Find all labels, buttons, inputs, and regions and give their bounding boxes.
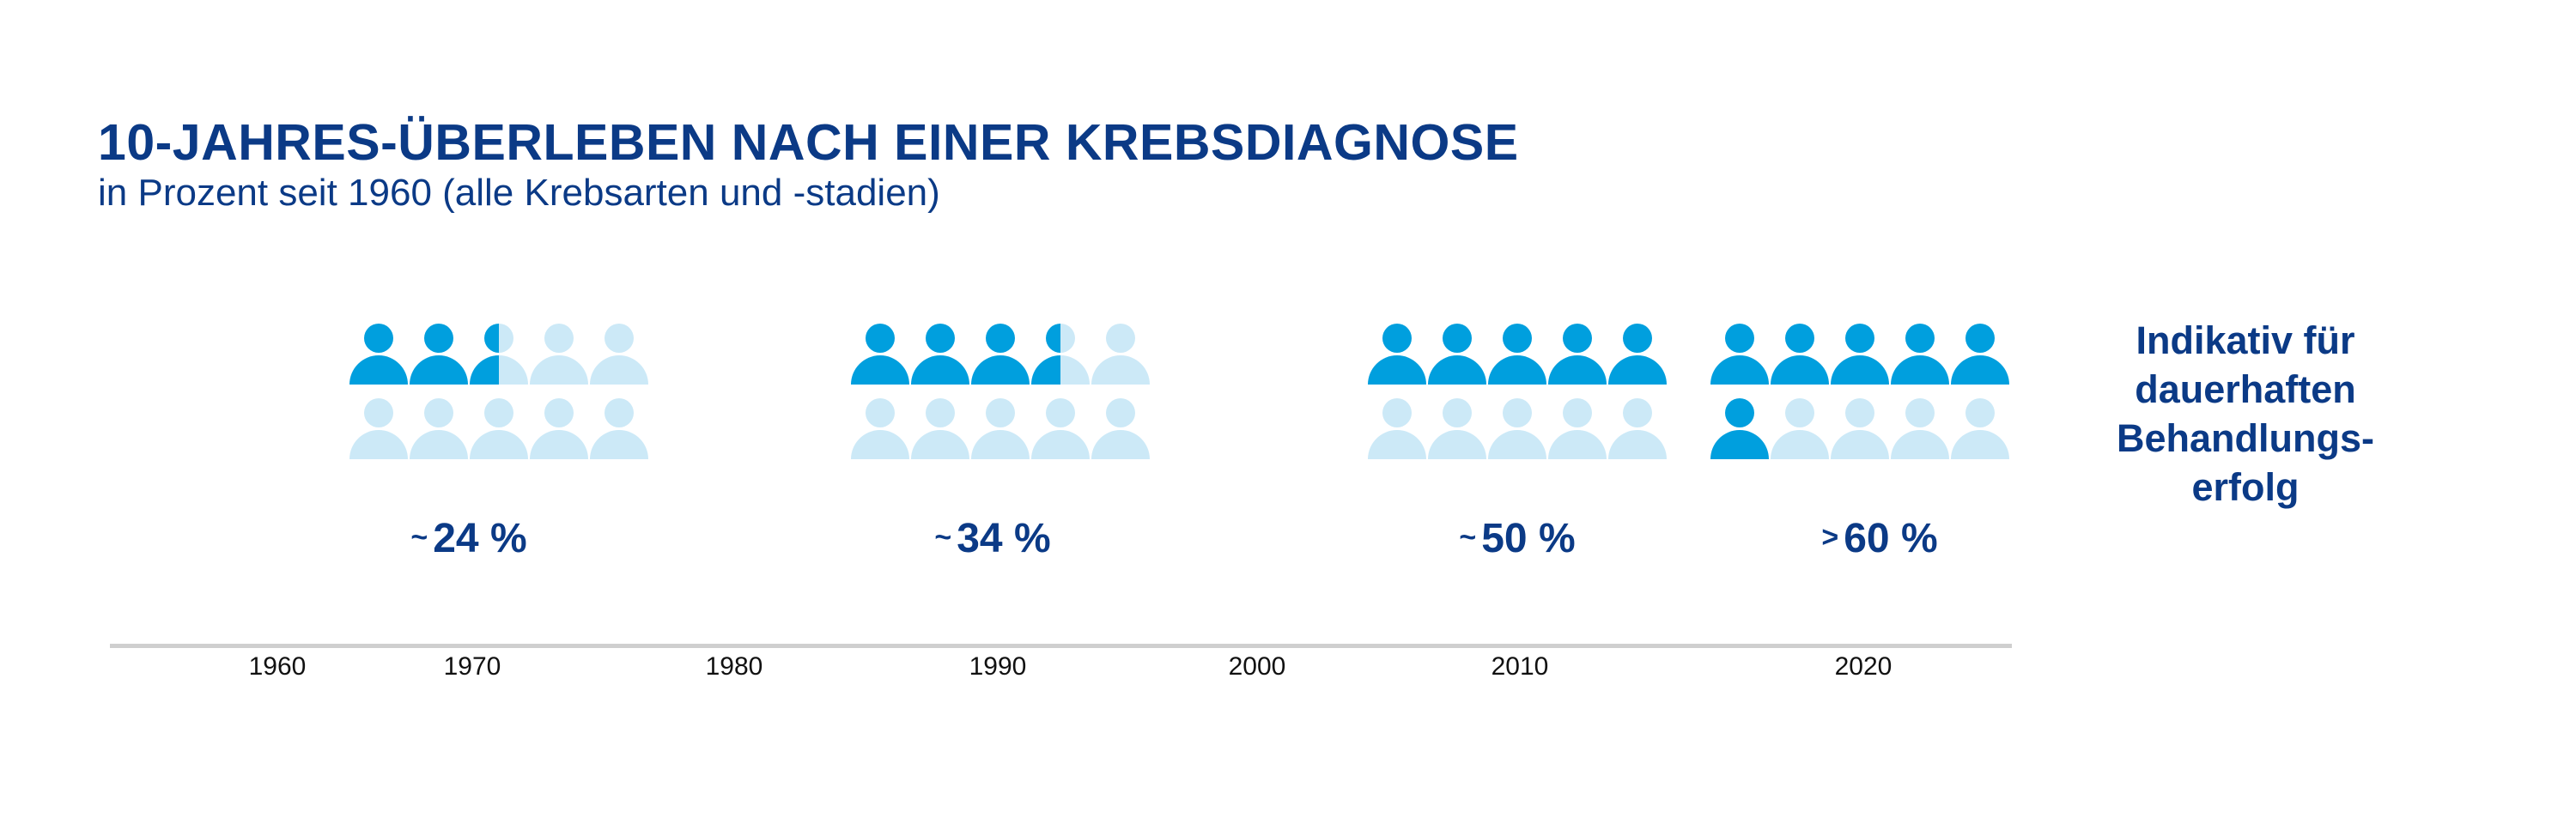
value-label-2010: ~50 % (1388, 515, 1646, 562)
value-prefix: ~ (410, 521, 428, 554)
person-icon-empty (589, 323, 649, 385)
person-icon-filled (1890, 323, 1950, 385)
value-unit: % (1900, 516, 1938, 561)
chart-title: 10-JAHRES-ÜBERLEBEN NACH EINER KREBSDIAG… (98, 114, 1519, 171)
value-number: 60 (1844, 516, 1890, 561)
value-number: 50 (1481, 516, 1528, 561)
side-annotation-line: erfolg (2191, 465, 2300, 509)
person-icon-filled (970, 323, 1030, 385)
person-icon-filled (1487, 323, 1547, 385)
person-icon-empty (1830, 397, 1890, 459)
person-icon-empty (409, 397, 469, 459)
person-icon-empty (1547, 397, 1607, 459)
person-icon-filled (349, 323, 409, 385)
person-icon-empty (529, 397, 589, 459)
year-label-2020: 2020 (1834, 652, 1893, 681)
person-icon-empty (1950, 397, 2010, 459)
side-annotation: Indikativ für dauerhaften Behandlungs- e… (2095, 316, 2396, 512)
pictogram-group-2010 (1367, 323, 1668, 460)
person-icon-empty (850, 397, 910, 459)
person-icon-partial (469, 323, 529, 385)
pictogram-group-1990 (850, 323, 1151, 460)
value-prefix: ~ (1459, 521, 1477, 554)
side-annotation-line: Indikativ für (2136, 318, 2355, 362)
person-icon-empty (1091, 323, 1151, 385)
person-icon-empty (349, 397, 409, 459)
person-icon-empty (970, 397, 1030, 459)
pictogram-row (1367, 323, 1668, 385)
side-annotation-line: dauerhaften (2135, 367, 2356, 411)
person-icon-empty (1427, 397, 1487, 459)
person-icon-empty (910, 397, 970, 459)
pictogram-row (349, 323, 649, 385)
person-icon-filled (1770, 323, 1830, 385)
person-icon-empty (1607, 397, 1668, 459)
pictogram-row (850, 323, 1151, 385)
value-label-1970: ~24 % (340, 515, 598, 562)
pictogram-row (1367, 397, 1668, 459)
year-label-2010: 2010 (1491, 652, 1549, 681)
person-icon-filled (1547, 323, 1607, 385)
year-label-1960: 1960 (248, 652, 307, 681)
year-label-1980: 1980 (705, 652, 763, 681)
person-icon-filled (850, 323, 910, 385)
value-number: 34 (957, 516, 1003, 561)
year-label-1970: 1970 (443, 652, 501, 681)
pictogram-group-1970 (349, 323, 649, 460)
person-icon-filled (910, 323, 970, 385)
person-icon-empty (1091, 397, 1151, 459)
person-icon-filled (1427, 323, 1487, 385)
person-icon-empty (1030, 397, 1091, 459)
person-icon-filled (1710, 397, 1770, 459)
pictogram-group-2020 (1710, 323, 2010, 460)
person-icon-empty (1890, 397, 1950, 459)
person-icon-empty (1770, 397, 1830, 459)
year-label-1990: 1990 (969, 652, 1027, 681)
person-icon-filled (1710, 323, 1770, 385)
timeline-axis (110, 644, 2012, 648)
person-icon-empty (469, 397, 529, 459)
value-unit: % (1013, 516, 1051, 561)
person-icon-partial (1030, 323, 1091, 385)
person-icon-empty (589, 397, 649, 459)
pictogram-row (850, 397, 1151, 459)
person-icon-empty (1367, 397, 1427, 459)
person-icon-filled (1367, 323, 1427, 385)
pictogram-row (1710, 323, 2010, 385)
value-unit: % (1538, 516, 1576, 561)
person-icon-filled (409, 323, 469, 385)
person-icon-filled (1830, 323, 1890, 385)
person-icon-empty (529, 323, 589, 385)
person-icon-filled (1607, 323, 1668, 385)
chart-subtitle: in Prozent seit 1960 (alle Krebsarten un… (98, 172, 940, 214)
value-unit: % (489, 516, 527, 561)
pictogram-row (1710, 397, 2010, 459)
value-prefix: > (1821, 521, 1839, 554)
person-icon-empty (1487, 397, 1547, 459)
value-label-1990: ~34 % (864, 515, 1121, 562)
value-prefix: ~ (934, 521, 952, 554)
pictogram-row (349, 397, 649, 459)
value-label-2020: >60 % (1751, 515, 2008, 562)
person-icon-filled (1950, 323, 2010, 385)
year-label-2000: 2000 (1228, 652, 1286, 681)
value-number: 24 (433, 516, 479, 561)
side-annotation-line: Behandlungs- (2117, 416, 2374, 460)
